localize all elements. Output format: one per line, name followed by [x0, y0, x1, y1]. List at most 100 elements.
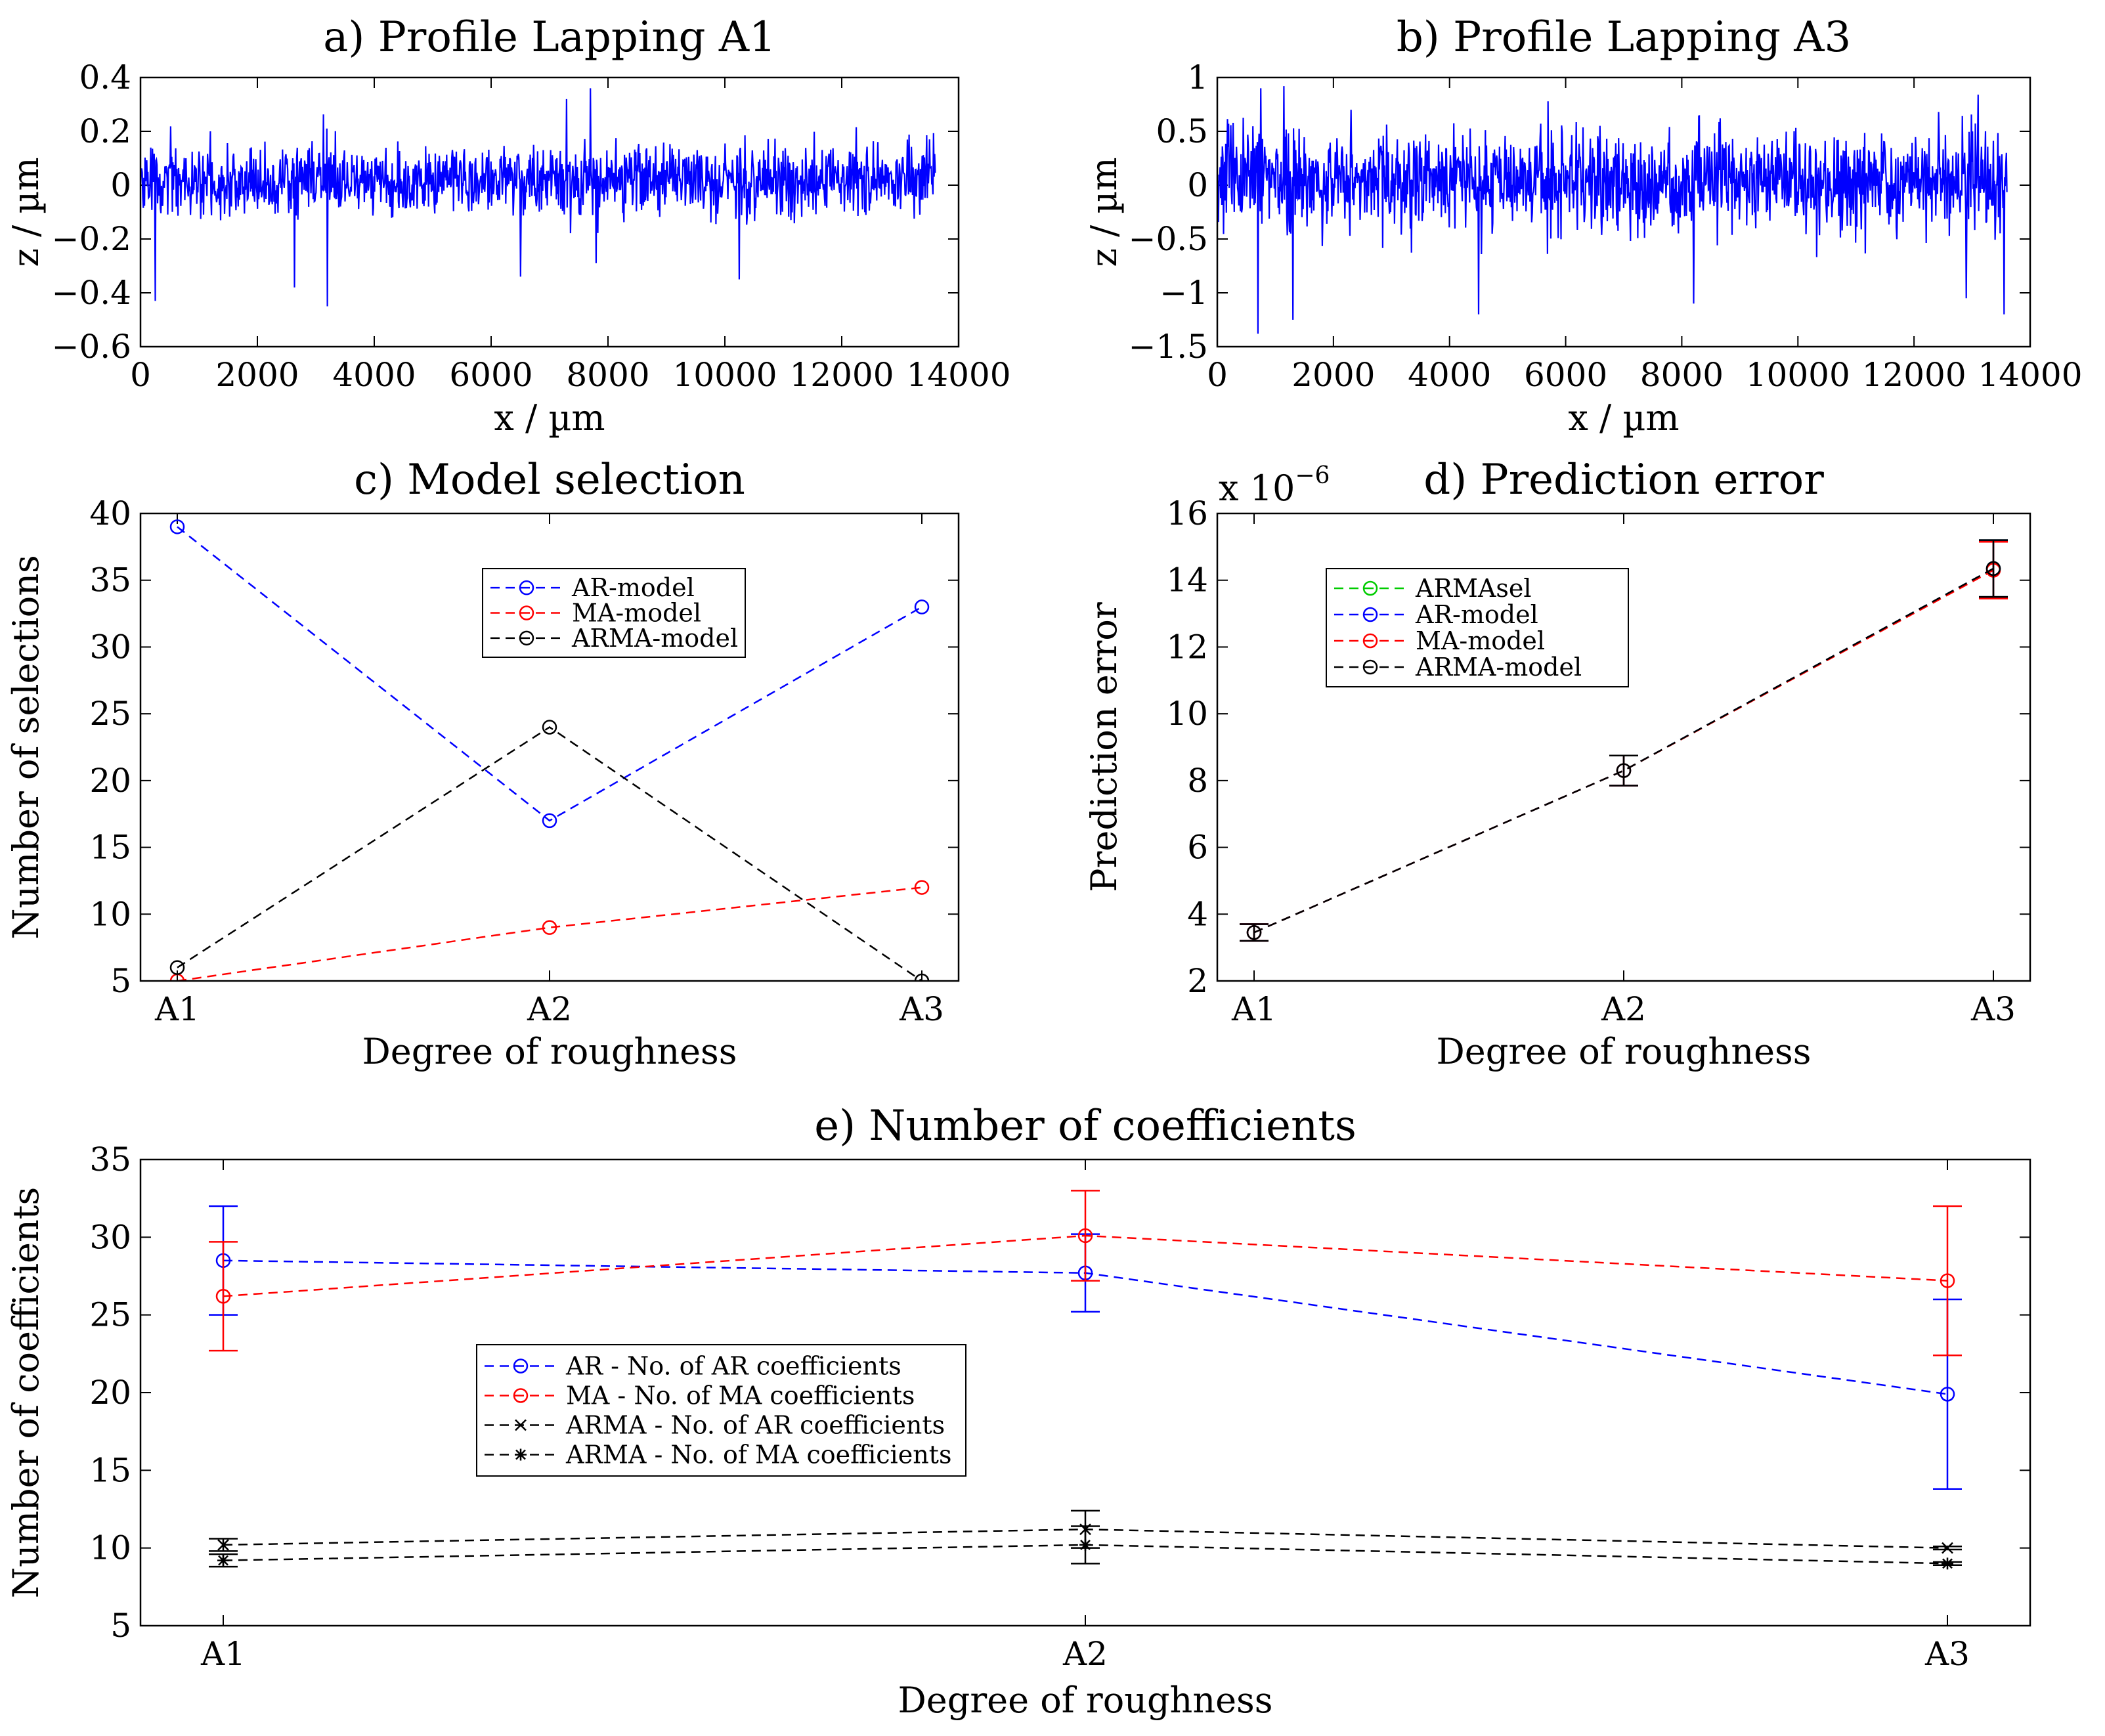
legend-entry: MA-model: [1334, 626, 1545, 655]
chart-a: a) Profile Lapping A1 −0.6 −0.4 −0.2 0 0.2 0.4…: [5, 13, 1011, 439]
y-tick-label: 25: [89, 695, 131, 733]
y-tick-label: 4: [1187, 895, 1208, 933]
y-axis-label: z / µm: [5, 157, 47, 267]
plot-data: [1217, 86, 2008, 334]
y-tick-label: 0: [1187, 166, 1208, 204]
x-tick-label: 4000: [332, 356, 416, 394]
legend-entry: ARMA - No. of MA coefficients: [485, 1441, 951, 1469]
chart-d: d) Prediction error x 10−6 2 4 6 8 10 12 14 16 A1 A…: [1083, 456, 2031, 1072]
legend-marker: [519, 605, 534, 620]
y-tick-label: 2: [1187, 962, 1208, 1000]
plot-frame: [1216, 76, 2031, 348]
y-tick-label: 20: [89, 762, 131, 800]
series-line: [1253, 569, 1994, 934]
chart-title: c) Model selection: [354, 456, 745, 504]
y-tick-label: −1.5: [1129, 328, 1208, 366]
data-point: [217, 1539, 229, 1551]
legend-marker: [513, 1388, 529, 1403]
x-tick-label: 6000: [1524, 356, 1607, 394]
x-tick-label: 8000: [1640, 356, 1724, 394]
chart-title: b) Profile Lapping A3: [1397, 13, 1851, 62]
data-point: [1940, 1273, 1955, 1288]
y-axis-label: Number of selections: [5, 555, 47, 940]
legend-label: ARMA-model: [1415, 653, 1582, 682]
legend-label: ARMA - No. of MA coefficients: [565, 1441, 951, 1469]
data-point: [1940, 1387, 1955, 1402]
error-bar: [1979, 539, 2008, 598]
data-point: [1616, 763, 1632, 778]
x-tick-label: 0: [1207, 356, 1228, 394]
x-tick-label: A1: [1231, 990, 1276, 1028]
legend-marker: [519, 580, 534, 596]
x-tick-label: A3: [899, 990, 944, 1028]
series-arma-model: [1240, 539, 2008, 942]
series-ma-no-of-ma-coefficients: [209, 1190, 1962, 1356]
y-tick-label: 6: [1187, 829, 1208, 867]
series-arma-no-of-ma-coefficients: [209, 1525, 1962, 1570]
chart-title: e) Number of coefficients: [814, 1102, 1356, 1150]
legend-label: ARMAsel: [1415, 574, 1532, 603]
y-tick-label: 15: [89, 829, 131, 867]
data-point: [1986, 561, 2001, 576]
legend-entry: AR-model: [1334, 600, 1538, 629]
y-tick-label: −0.2: [52, 220, 131, 258]
y-tick-label: 16: [1166, 494, 1208, 532]
y-tick-label: 14: [1166, 561, 1208, 599]
y-tick-label: 1: [1187, 58, 1208, 97]
plot-data: [141, 88, 936, 307]
legend-marker: [515, 1419, 527, 1431]
plot-frame: [139, 76, 960, 348]
legend-entry: MA-model: [490, 599, 701, 628]
legend-entry: ARMA-model: [490, 624, 738, 653]
y-tick-label: −0.6: [52, 328, 131, 366]
x-tick-label: A2: [527, 990, 572, 1028]
x-tick-label: 4000: [1408, 356, 1491, 394]
series-line: [1253, 567, 1994, 934]
plot-data: [1240, 539, 2008, 942]
y-tick-label: 30: [89, 628, 131, 666]
x-tick-label: 10000: [1746, 356, 1850, 394]
y-tick-label: 12: [1166, 628, 1208, 666]
data-point: [1942, 1542, 1953, 1554]
x-tick-label: 10000: [672, 356, 777, 394]
y-tick-label: 10: [1166, 695, 1208, 733]
data-point: [914, 599, 930, 615]
y-tick-label: 0: [110, 166, 131, 204]
legend-label: ARMA-model: [571, 624, 738, 653]
error-bar: [1071, 1190, 1100, 1282]
x-tick-label: A3: [1970, 990, 2016, 1028]
series-line: [177, 526, 922, 822]
x-axis-label: Degree of roughness: [362, 1031, 737, 1072]
y-tick-label: −0.4: [52, 274, 131, 312]
y-tick-label: 20: [89, 1374, 131, 1412]
legend-marker: [1362, 580, 1378, 596]
legend-label: ARMA - No. of AR coefficients: [565, 1411, 945, 1440]
data-point: [217, 1554, 229, 1567]
x-tick-label: 12000: [789, 356, 894, 394]
y-tick-label: 35: [89, 1140, 131, 1179]
data-point: [542, 920, 557, 935]
y-tick-label: 10: [89, 1529, 131, 1567]
data-point: [1077, 1228, 1093, 1244]
chart-b: b) Profile Lapping A3 −1.5 −1 −0.5 0 0.5 1 0 200…: [1083, 13, 2083, 439]
legend-marker: [1362, 633, 1378, 649]
y-tick-label: 35: [89, 561, 131, 599]
y-axis-label: z / µm: [1083, 157, 1125, 267]
data-point: [542, 720, 557, 735]
y-tick-label: 0.5: [1156, 112, 1208, 150]
data-point: [914, 880, 930, 895]
error-bar: [1933, 1205, 1962, 1356]
error-bar: [209, 1241, 238, 1352]
x-axis-label: Degree of roughness: [898, 1680, 1273, 1721]
y-tick-label: −0.5: [1129, 220, 1208, 258]
legend-label: AR-model: [571, 573, 695, 602]
series-line: [177, 726, 922, 981]
x-axis-label: x / µm: [1568, 397, 1679, 439]
legend-entry: MA - No. of MA coefficients: [485, 1381, 915, 1410]
legend-entry: ARMA-model: [1334, 653, 1582, 682]
data-point: [1079, 1538, 1091, 1551]
